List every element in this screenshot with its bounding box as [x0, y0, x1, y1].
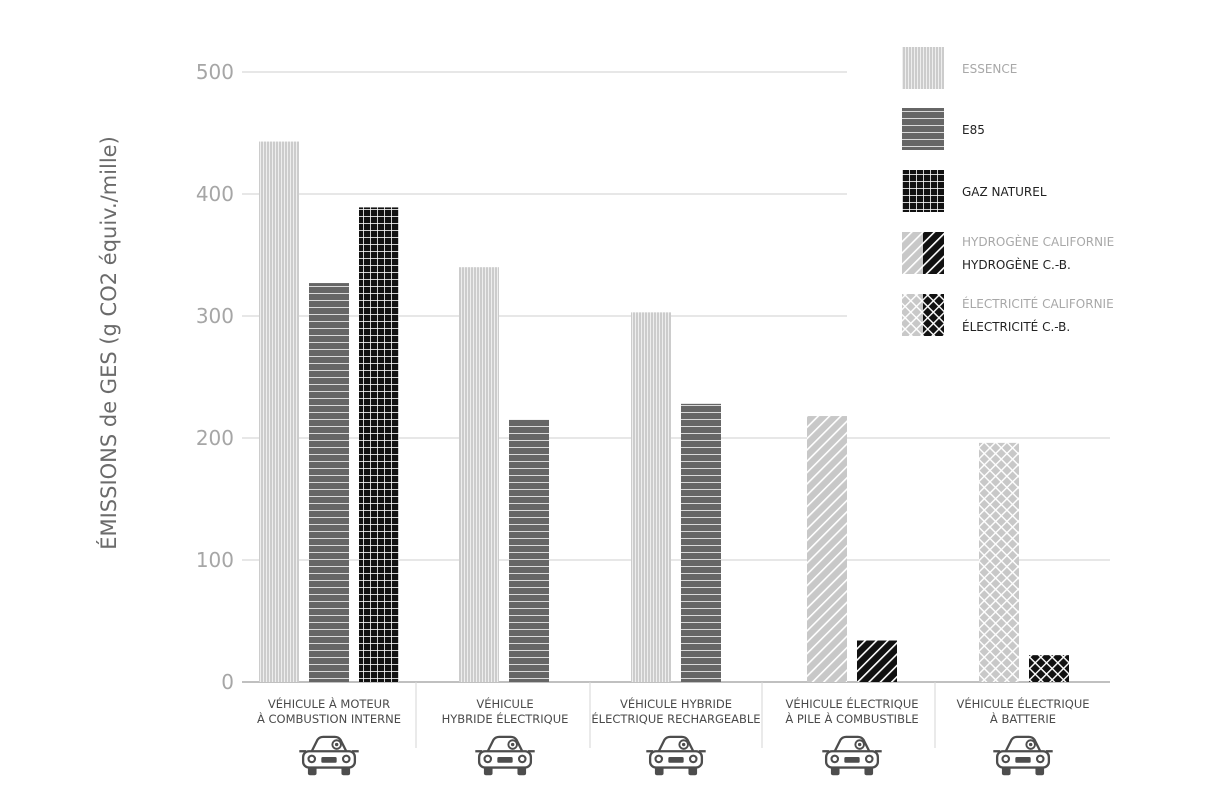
bar [459, 267, 499, 682]
category-label: VÉHICULE À MOTEUR [268, 696, 390, 711]
legend-label: HYDROGÈNE C.-B. [962, 257, 1071, 272]
legend-swatch [923, 232, 944, 274]
legend-label: E85 [962, 123, 985, 137]
bar [857, 640, 897, 682]
car-icon [474, 735, 536, 777]
legend-swatch [902, 108, 944, 150]
y-tick-label: 100 [196, 548, 234, 572]
legend-swatch [902, 294, 923, 336]
bar [259, 141, 299, 683]
bar [681, 403, 721, 682]
category-label: ÉLECTRIQUE RECHARGEABLE [591, 711, 760, 726]
legend-swatch [923, 294, 944, 336]
category-label: VÉHICULE [476, 696, 533, 711]
bar [1029, 655, 1069, 682]
y-tick-label: 0 [221, 670, 234, 694]
y-tick-label: 300 [196, 304, 234, 328]
legend-label: GAZ NATUREL [962, 185, 1047, 199]
y-tick-label: 400 [196, 182, 234, 206]
category-label: À COMBUSTION INTERNE [257, 711, 401, 726]
category-label: VÉHICULE ÉLECTRIQUE [785, 696, 918, 711]
legend: ESSENCE E85 GAZ NATUREL HYDROGÈNE CALIFORNI… [902, 47, 1114, 336]
y-axis-ticks: 0 100 200 300 400 500 [196, 60, 234, 694]
legend-label: HYDROGÈNE CALIFORNIE [962, 234, 1114, 249]
bar [631, 312, 671, 682]
legend-label: ÉLECTRICITÉ CALIFORNIE [962, 296, 1114, 311]
category-label: À PILE À COMBUSTIBLE [785, 711, 918, 726]
y-axis-label: ÉMISSIONS de GES (g CO2 équiv./mille) [96, 136, 121, 550]
legend-label: ESSENCE [962, 62, 1017, 76]
car-icon [645, 735, 707, 777]
category-label: À BATTERIE [990, 711, 1056, 726]
category-label: VÉHICULE HYBRIDE [620, 696, 732, 711]
bars [259, 141, 1069, 683]
category-label: VÉHICULE ÉLECTRIQUE [956, 696, 1089, 711]
bar [509, 419, 549, 682]
bar [309, 283, 349, 682]
bar [359, 207, 399, 683]
y-tick-label: 200 [196, 426, 234, 450]
car-icon [298, 735, 360, 777]
legend-swatch [902, 170, 944, 212]
legend-swatch [902, 232, 923, 274]
legend-label: ÉLECTRICITÉ C.-B. [962, 319, 1070, 334]
car-icon [821, 735, 883, 777]
car-icon [992, 735, 1054, 777]
bar [979, 442, 1019, 682]
category-label: HYBRIDE ÉLECTRIQUE [442, 711, 569, 726]
y-tick-label: 500 [196, 60, 234, 84]
bar [807, 416, 847, 682]
legend-swatch [902, 47, 944, 89]
